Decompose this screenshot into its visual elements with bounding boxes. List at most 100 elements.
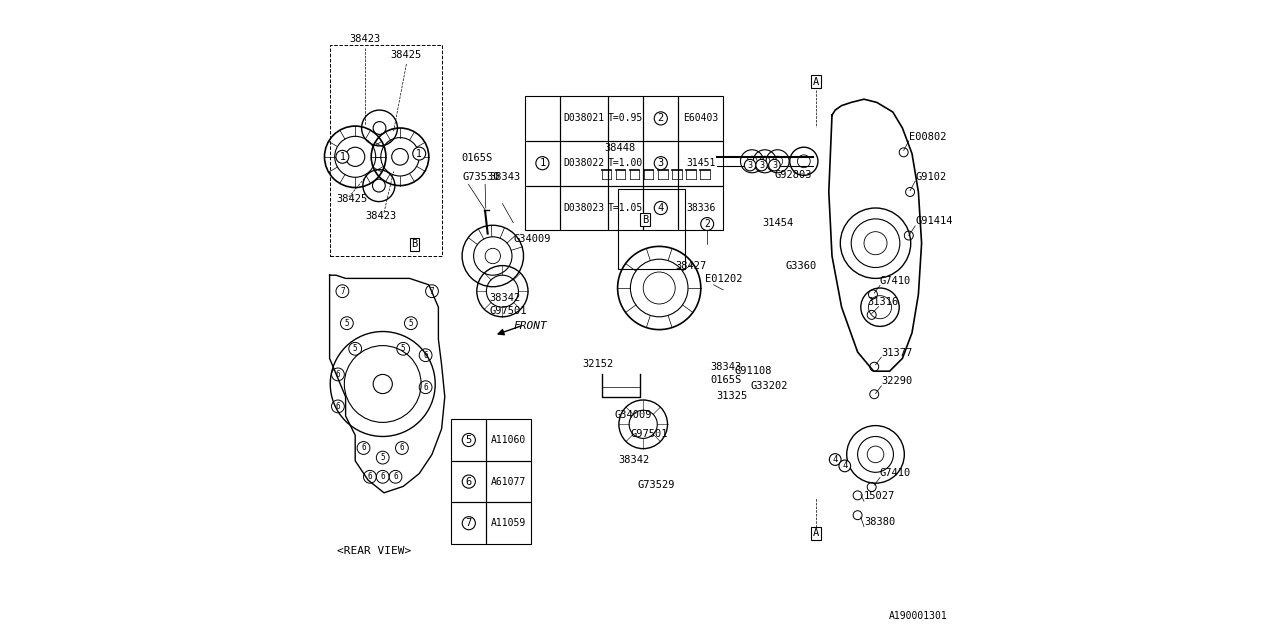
Text: 6: 6	[335, 370, 340, 379]
Bar	[644, 141, 678, 186]
Bar	[678, 96, 723, 141]
Text: 5: 5	[353, 344, 357, 353]
Bar	[561, 186, 608, 230]
Text: D038021: D038021	[563, 113, 604, 124]
Text: D038023: D038023	[563, 203, 604, 213]
Bar	[486, 502, 531, 544]
Text: 0165S: 0165S	[710, 375, 741, 385]
Text: 5: 5	[401, 344, 406, 353]
Text: 1: 1	[539, 158, 545, 168]
Bar	[525, 96, 561, 141]
Text: A: A	[813, 528, 819, 538]
Text: 7: 7	[430, 287, 434, 296]
Text: D038022: D038022	[563, 158, 604, 168]
Text: G97501: G97501	[490, 306, 527, 316]
Text: 6: 6	[393, 472, 398, 481]
Text: 38423: 38423	[365, 211, 397, 221]
Bar	[525, 186, 561, 230]
Text: 6: 6	[424, 351, 428, 360]
Text: 4: 4	[832, 455, 838, 464]
Text: 38343: 38343	[710, 362, 741, 372]
Text: 7: 7	[340, 287, 344, 296]
Text: 38342: 38342	[490, 293, 521, 303]
Text: E60403: E60403	[684, 113, 718, 124]
Text: E00802: E00802	[909, 132, 946, 141]
Text: 31377: 31377	[881, 348, 913, 358]
Text: A11059: A11059	[492, 518, 526, 528]
Text: 2: 2	[658, 113, 664, 124]
Text: <REAR VIEW>: <REAR VIEW>	[337, 545, 412, 556]
Text: A61077: A61077	[492, 477, 526, 486]
Text: B: B	[412, 239, 417, 250]
Text: 31454: 31454	[762, 218, 794, 228]
Text: G34009: G34009	[513, 234, 552, 244]
Bar	[486, 461, 531, 502]
Text: 3: 3	[658, 158, 664, 168]
Text: 6: 6	[361, 444, 366, 452]
Bar	[561, 141, 608, 186]
Text: G34009: G34009	[614, 410, 653, 420]
Text: 7: 7	[466, 518, 472, 528]
Text: 1: 1	[416, 148, 422, 159]
Text: G3360: G3360	[786, 261, 817, 271]
Bar	[678, 141, 723, 186]
Bar	[525, 141, 561, 186]
Text: 31451: 31451	[686, 158, 716, 168]
Text: 3: 3	[772, 161, 777, 170]
Bar	[644, 186, 678, 230]
Text: G97501: G97501	[631, 429, 668, 439]
Text: 6: 6	[424, 383, 428, 392]
Bar	[644, 96, 678, 141]
Text: T=1.05: T=1.05	[608, 203, 644, 213]
Bar	[618, 189, 685, 269]
Text: 4: 4	[658, 203, 664, 213]
Bar	[452, 419, 486, 461]
Text: G7410: G7410	[881, 467, 911, 477]
Text: 6: 6	[466, 477, 472, 486]
Bar	[608, 141, 644, 186]
Text: 6: 6	[399, 444, 404, 452]
Text: G9102: G9102	[915, 172, 946, 182]
Text: G92803: G92803	[774, 170, 813, 180]
Text: 15027: 15027	[864, 492, 895, 501]
Text: T=1.00: T=1.00	[608, 158, 644, 168]
Text: 2: 2	[704, 219, 710, 229]
Text: 4: 4	[842, 461, 847, 470]
Text: 1: 1	[339, 152, 346, 162]
Text: 0165S: 0165S	[461, 154, 493, 163]
Text: 38425: 38425	[335, 193, 367, 204]
Bar	[452, 461, 486, 502]
Text: 6: 6	[335, 402, 340, 411]
Text: 3: 3	[748, 161, 753, 170]
Text: 38448: 38448	[604, 143, 635, 153]
Text: 38342: 38342	[618, 454, 649, 465]
Text: 31316: 31316	[868, 297, 899, 307]
Text: 38343: 38343	[489, 173, 520, 182]
Text: 32290: 32290	[881, 376, 913, 386]
Text: 5: 5	[380, 453, 385, 462]
Bar	[678, 186, 723, 230]
Text: FRONT: FRONT	[513, 321, 548, 332]
Bar	[561, 96, 608, 141]
Text: 5: 5	[466, 435, 472, 445]
Text: 38425: 38425	[390, 50, 422, 60]
Text: B: B	[643, 214, 648, 225]
Bar	[486, 419, 531, 461]
Text: A190001301: A190001301	[888, 611, 947, 621]
Text: G91414: G91414	[915, 216, 952, 226]
Text: 5: 5	[408, 319, 413, 328]
Text: 32152: 32152	[582, 358, 614, 369]
Text: 38427: 38427	[676, 261, 707, 271]
Text: 6: 6	[367, 472, 372, 481]
Text: 38380: 38380	[864, 517, 895, 527]
Text: 6: 6	[380, 472, 385, 481]
Text: G33202: G33202	[750, 381, 788, 391]
Bar	[330, 45, 442, 256]
Text: T=0.95: T=0.95	[608, 113, 644, 124]
Text: 3: 3	[759, 161, 764, 170]
Bar	[608, 96, 644, 141]
Text: 38423: 38423	[349, 33, 380, 44]
Text: A11060: A11060	[492, 435, 526, 445]
Text: E01202: E01202	[705, 274, 742, 284]
Text: 5: 5	[344, 319, 349, 328]
